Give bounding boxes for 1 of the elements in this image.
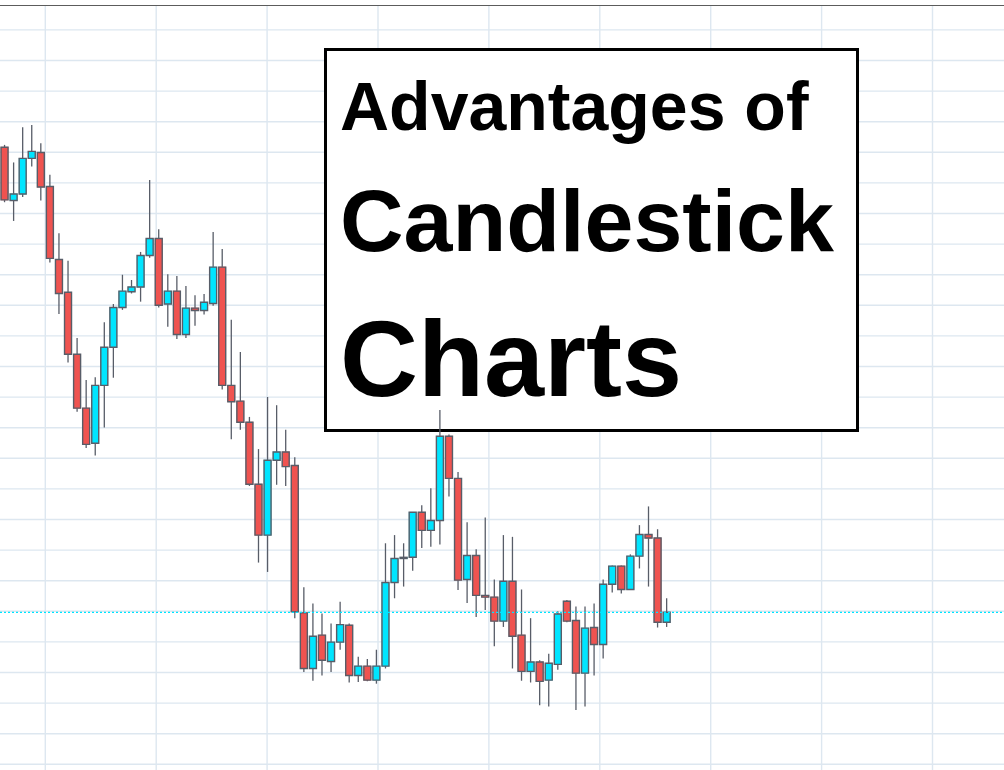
text: Advantages of Candlestick Charts [340, 68, 835, 419]
